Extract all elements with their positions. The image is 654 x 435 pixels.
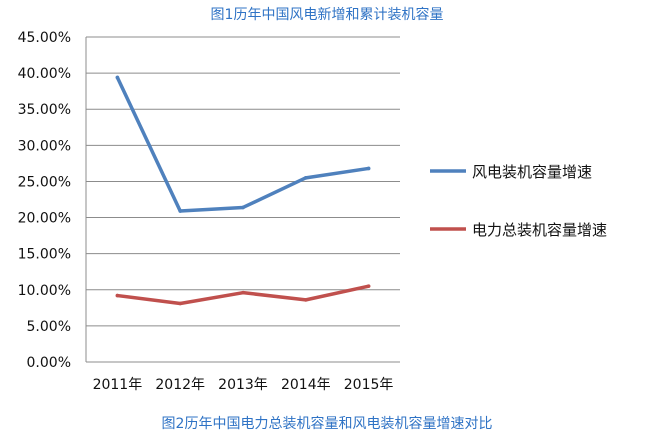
data-point: [304, 298, 308, 302]
x-tick-label: 2014年: [281, 377, 331, 393]
data-point: [241, 290, 245, 295]
legend-label-1: 风电装机容量增速: [472, 163, 592, 181]
y-tick-label: 40.00%: [18, 66, 71, 82]
series-lines: [115, 75, 371, 306]
data-point: [241, 205, 245, 210]
y-tick-labels: 0.00% 5.00% 10.00% 15.00% 20.00% 25.00% 30.00%…: [18, 30, 71, 371]
data-point: [178, 301, 182, 306]
y-tick-label: 10.00%: [18, 283, 71, 299]
series-line-2: [115, 284, 371, 306]
x-tick-labels: 2011年 2012年 2013年 2014年 2015年: [93, 377, 394, 393]
y-tick-label: 30.00%: [18, 138, 71, 154]
gridlines: [86, 36, 400, 363]
y-tick-label: 25.00%: [18, 174, 71, 190]
y-tick-label: 0.00%: [27, 355, 71, 371]
x-tick-label: 2011年: [93, 377, 143, 393]
data-point: [304, 176, 308, 180]
series-line-1: [115, 75, 371, 213]
x-tick-label: 2012年: [155, 377, 205, 393]
y-tick-label: 35.00%: [18, 102, 71, 118]
data-point: [366, 284, 371, 288]
y-tick-label: 45.00%: [18, 30, 71, 46]
data-point: [115, 293, 120, 298]
bottom-caption: 图2历年中国电力总装机容量和风电装机容量增速对比: [161, 416, 493, 432]
x-tick-label: 2013年: [218, 377, 268, 393]
x-tick-label: 2015年: [344, 377, 394, 393]
top-caption: 图1历年中国风电新增和累计装机容量: [210, 7, 444, 23]
legend-label-2: 电力总装机容量增速: [472, 221, 607, 239]
y-tick-label: 15.00%: [18, 247, 71, 263]
data-point: [115, 75, 120, 80]
data-point: [178, 209, 182, 213]
data-point: [366, 166, 371, 171]
y-tick-label: 5.00%: [27, 319, 71, 335]
y-tick-label: 20.00%: [18, 211, 71, 227]
